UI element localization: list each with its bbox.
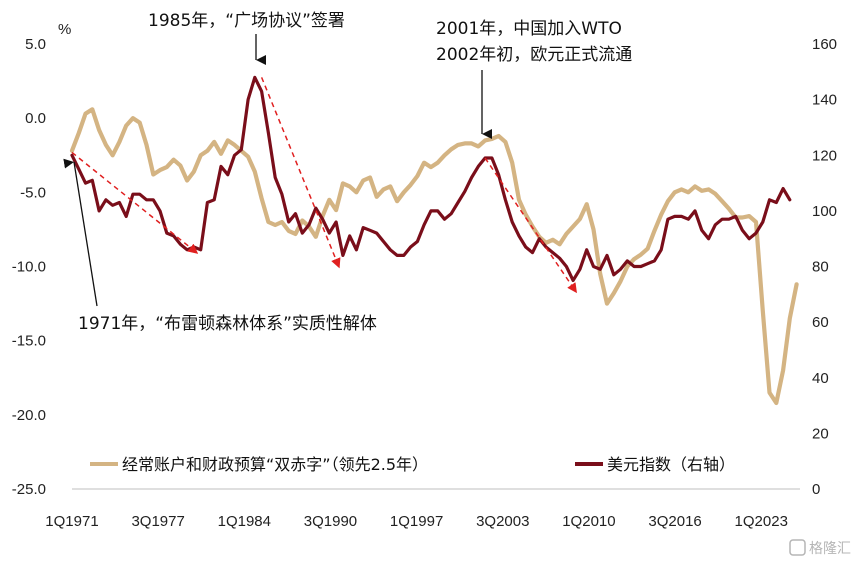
legend-label-dollar-index: 美元指数（右轴） xyxy=(607,455,735,474)
y-left-tick-label: 0.0 xyxy=(25,110,46,127)
y-right-tick-label: 160 xyxy=(812,36,837,53)
y-left-tick-label: 5.0 xyxy=(25,36,46,53)
series-line-dollar-index xyxy=(70,75,792,282)
x-tick-label: 3Q1990 xyxy=(304,513,357,530)
y-right-tick-label: 0 xyxy=(812,481,820,498)
y-left-tick-label: -10.0 xyxy=(12,259,46,276)
legend: 经常账户和财政预算“双赤字”（领先2.5年） 美元指数（右轴） xyxy=(90,455,735,474)
y-right-tick-label: 20 xyxy=(812,425,829,442)
y-right-tick-labels: 160 140 120 100 80 60 40 20 0 xyxy=(812,36,837,498)
y-left-unit: % xyxy=(58,21,71,38)
trend-arrow-2 xyxy=(260,77,341,269)
y-left-tick-label: -5.0 xyxy=(20,184,46,201)
y-right-tick-label: 60 xyxy=(812,314,829,331)
y-left-axis: % xyxy=(58,21,71,38)
watermark-logo-icon xyxy=(789,539,806,556)
trend-arrow-1 xyxy=(71,151,199,254)
x-tick-label: 3Q2016 xyxy=(648,513,701,530)
y-left-tick-labels: 5.0 0.0 -5.0 -10.0 -15.0 -20.0 -25.0 xyxy=(12,36,46,498)
x-tick-label: 1Q1997 xyxy=(390,513,443,530)
annotation-wto: 2001年，中国加入WTO xyxy=(436,19,622,39)
x-tick-label: 1Q1971 xyxy=(45,513,98,530)
annotation-bretton-woods: 1971年，“布雷顿森林体系”实质性解体 xyxy=(78,314,377,334)
legend-label-twin-deficit: 经常账户和财政预算“双赤字”（领先2.5年） xyxy=(122,455,428,474)
y-right-tick-label: 120 xyxy=(812,147,837,164)
y-right-tick-label: 100 xyxy=(812,203,837,220)
watermark: 格隆汇 xyxy=(789,539,851,557)
x-tick-label: 3Q2003 xyxy=(476,513,529,530)
trend-arrows xyxy=(71,77,577,294)
y-left-tick-label: -20.0 xyxy=(12,407,46,424)
annotation-bretton-woods-pointer xyxy=(63,158,98,307)
series-line-twin-deficit xyxy=(69,107,799,406)
y-right-tick-label: 140 xyxy=(812,92,837,109)
y-right-tick-label: 40 xyxy=(812,370,829,387)
x-tick-label: 1Q2023 xyxy=(735,513,788,530)
x-tick-label: 1Q1984 xyxy=(218,513,271,530)
x-tick-labels: 1Q1971 3Q1977 1Q1984 3Q1990 1Q1997 3Q2003 1Q20… xyxy=(45,513,788,530)
x-tick-label: 3Q1977 xyxy=(131,513,184,530)
y-left-tick-label: -25.0 xyxy=(12,481,46,498)
y-right-tick-label: 80 xyxy=(812,259,829,276)
annotation-plaza-accord: 1985年，“广场协议”签署 xyxy=(148,11,345,31)
y-left-tick-label: -15.0 xyxy=(12,333,46,350)
x-tick-label: 1Q2010 xyxy=(562,513,615,530)
annotation-euro: 2002年初，欧元正式流通 xyxy=(436,45,632,65)
watermark-text: 格隆汇 xyxy=(809,541,851,557)
